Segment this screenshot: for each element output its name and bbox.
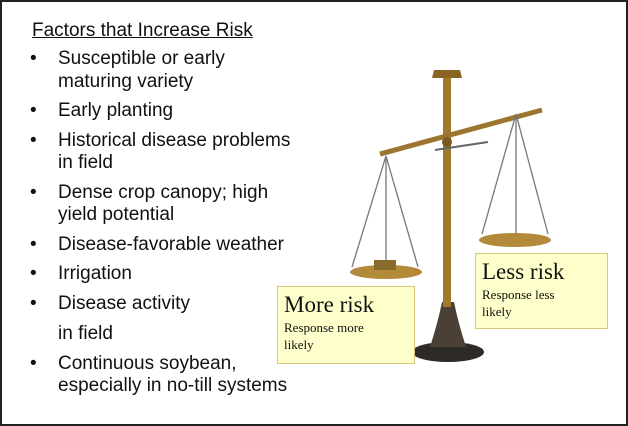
bullet-item: • Disease-favorable weather [28,234,348,257]
box-heading: More risk [284,291,408,319]
box-text: Response less [482,286,601,303]
bullet-marker: • [30,353,37,376]
bullet-item: • Early planting [28,100,348,123]
bullet-item: • Irrigation [28,263,348,286]
bullet-line: Dense crop canopy; high [58,182,348,205]
box-text: likely [482,303,601,320]
bullet-marker: • [30,234,37,257]
box-text: Response more [284,319,408,336]
box-text: likely [284,336,408,353]
bullet-marker: • [30,100,37,123]
bullet-line: maturing variety [58,71,348,94]
bullet-marker: • [30,130,37,153]
bullet-marker: • [30,48,37,71]
box-heading: Less risk [482,258,601,286]
bullet-marker: • [30,293,37,316]
bullet-line: especially in no-till systems [58,375,348,398]
bullet-line: Disease-favorable weather [58,234,348,257]
bullet-marker: • [30,182,37,205]
title: Factors that Increase Risk [32,20,253,42]
bullet-line: Susceptible or early [58,48,348,71]
bullet-line: yield potential [58,204,348,227]
bullet-line: Irrigation [58,263,348,286]
bullet-marker: • [30,263,37,286]
bullet-line: in field [58,152,348,175]
bullet-line: Historical disease problems [58,130,348,153]
bullet-line: Early planting [58,100,348,123]
slide: Factors that Increase Risk • Susceptible … [0,0,628,426]
